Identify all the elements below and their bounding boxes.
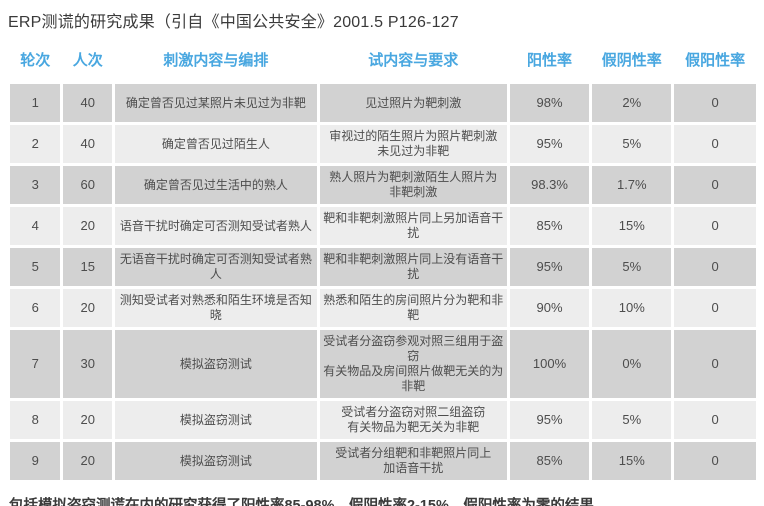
cell-positive-rate: 95%	[509, 248, 590, 286]
cell-stimulus: 模拟盗窃测试	[114, 401, 317, 439]
cell-round: 6	[10, 289, 61, 327]
cell-round: 9	[10, 442, 61, 480]
cell-test: 熟人照片为靶刺激陌生人照片为 非靶刺激	[319, 166, 507, 204]
cell-stimulus: 确定曾否见过陌生人	[114, 125, 317, 163]
cell-round: 3	[10, 166, 61, 204]
table-row: 9 20 模拟盗窃测试 受试者分组靶和非靶照片同上 加语音干扰 85% 15% …	[10, 442, 756, 480]
cell-false-negative-rate: 15%	[592, 207, 672, 245]
cell-false-positive-rate: 0	[674, 248, 756, 286]
cell-test: 靶和非靶刺激照片同上没有语音干扰	[319, 248, 507, 286]
cell-count: 20	[63, 442, 112, 480]
cell-false-negative-rate: 5%	[592, 248, 672, 286]
erp-results-table: 轮次 人次 刺激内容与编排 试内容与要求 阳性率 假阴性率 假阳性率 1 40 …	[7, 46, 759, 483]
cell-stimulus: 确定曾否见过生活中的熟人	[114, 166, 317, 204]
table-row: 5 15 无语音干扰时确定可否测知受试者熟人 靶和非靶刺激照片同上没有语音干扰 …	[10, 248, 756, 286]
cell-positive-rate: 98.3%	[509, 166, 590, 204]
cell-test: 受试者分盗窃对照二组盗窃 有关物品为靶无关为非靶	[319, 401, 507, 439]
cell-positive-rate: 95%	[509, 125, 590, 163]
cell-false-negative-rate: 0%	[592, 330, 672, 398]
table-row: 1 40 确定曾否见过某照片未见过为非靶 见过照片为靶刺激 98% 2% 0	[10, 84, 756, 122]
column-header-round: 轮次	[10, 49, 61, 81]
cell-false-positive-rate: 0	[674, 166, 756, 204]
column-header-false-negative-rate: 假阴性率	[592, 49, 672, 81]
cell-stimulus: 模拟盗窃测试	[114, 330, 317, 398]
cell-stimulus: 模拟盗窃测试	[114, 442, 317, 480]
cell-round: 2	[10, 125, 61, 163]
footnotes: 包括模拟盗窃测谎在内的研究获得了阳性率85-98%，假阴性率2-15%。假阳性率…	[6, 495, 758, 506]
cell-false-negative-rate: 5%	[592, 125, 672, 163]
cell-count: 60	[63, 166, 112, 204]
cell-stimulus: 无语音干扰时确定可否测知受试者熟人	[114, 248, 317, 286]
cell-positive-rate: 85%	[509, 442, 590, 480]
cell-round: 1	[10, 84, 61, 122]
cell-test: 审视过的陌生照片为照片靶刺激 未见过为非靶	[319, 125, 507, 163]
cell-count: 30	[63, 330, 112, 398]
cell-test: 见过照片为靶刺激	[319, 84, 507, 122]
cell-positive-rate: 100%	[509, 330, 590, 398]
page-title: ERP测谎的研究成果（引自《中国公共安全》2001.5 P126-127	[8, 14, 459, 31]
cell-positive-rate: 95%	[509, 401, 590, 439]
cell-count: 20	[63, 289, 112, 327]
cell-false-negative-rate: 10%	[592, 289, 672, 327]
table-row: 4 20 语音干扰时确定可否测知受试者熟人 靶和非靶刺激照片同上另加语音干扰 8…	[10, 207, 756, 245]
cell-false-positive-rate: 0	[674, 330, 756, 398]
cell-test: 受试者分组靶和非靶照片同上 加语音干扰	[319, 442, 507, 480]
cell-positive-rate: 85%	[509, 207, 590, 245]
cell-round: 5	[10, 248, 61, 286]
table-row: 8 20 模拟盗窃测试 受试者分盗窃对照二组盗窃 有关物品为靶无关为非靶 95%…	[10, 401, 756, 439]
cell-count: 40	[63, 125, 112, 163]
cell-false-positive-rate: 0	[674, 84, 756, 122]
cell-false-positive-rate: 0	[674, 442, 756, 480]
cell-false-negative-rate: 5%	[592, 401, 672, 439]
cell-test: 熟悉和陌生的房间照片分为靶和非靶	[319, 289, 507, 327]
cell-false-negative-rate: 1.7%	[592, 166, 672, 204]
cell-count: 20	[63, 207, 112, 245]
cell-test: 受试者分盗窃参观对照三组用于盗窃 有关物品及房间照片做靶无关的为非靶	[319, 330, 507, 398]
footnote-line-1: 包括模拟盗窃测谎在内的研究获得了阳性率85-98%，假阴性率2-15%。假阳性率…	[9, 498, 609, 506]
column-header-test: 试内容与要求	[319, 49, 507, 81]
cell-round: 8	[10, 401, 61, 439]
cell-stimulus: 语音干扰时确定可否测知受试者熟人	[114, 207, 317, 245]
cell-false-positive-rate: 0	[674, 125, 756, 163]
cell-false-negative-rate: 2%	[592, 84, 672, 122]
cell-false-positive-rate: 0	[674, 289, 756, 327]
cell-stimulus: 测知受试者对熟悉和陌生环境是否知晓	[114, 289, 317, 327]
cell-count: 40	[63, 84, 112, 122]
column-header-positive-rate: 阳性率	[509, 49, 590, 81]
cell-positive-rate: 98%	[509, 84, 590, 122]
table-row: 7 30 模拟盗窃测试 受试者分盗窃参观对照三组用于盗窃 有关物品及房间照片做靶…	[10, 330, 756, 398]
cell-count: 15	[63, 248, 112, 286]
cell-count: 20	[63, 401, 112, 439]
cell-stimulus: 确定曾否见过某照片未见过为非靶	[114, 84, 317, 122]
table-row: 3 60 确定曾否见过生活中的熟人 熟人照片为靶刺激陌生人照片为 非靶刺激 98…	[10, 166, 756, 204]
cell-test: 靶和非靶刺激照片同上另加语音干扰	[319, 207, 507, 245]
cell-round: 7	[10, 330, 61, 398]
table-row: 6 20 测知受试者对熟悉和陌生环境是否知晓 熟悉和陌生的房间照片分为靶和非靶 …	[10, 289, 756, 327]
cell-round: 4	[10, 207, 61, 245]
column-header-false-positive-rate: 假阳性率	[674, 49, 756, 81]
table-header-row: 轮次 人次 刺激内容与编排 试内容与要求 阳性率 假阴性率 假阳性率	[10, 49, 756, 81]
column-header-count: 人次	[63, 49, 112, 81]
table-row: 2 40 确定曾否见过陌生人 审视过的陌生照片为照片靶刺激 未见过为非靶 95%…	[10, 125, 756, 163]
cell-positive-rate: 90%	[509, 289, 590, 327]
cell-false-positive-rate: 0	[674, 207, 756, 245]
cell-false-positive-rate: 0	[674, 401, 756, 439]
cell-false-negative-rate: 15%	[592, 442, 672, 480]
column-header-stimulus: 刺激内容与编排	[114, 49, 317, 81]
